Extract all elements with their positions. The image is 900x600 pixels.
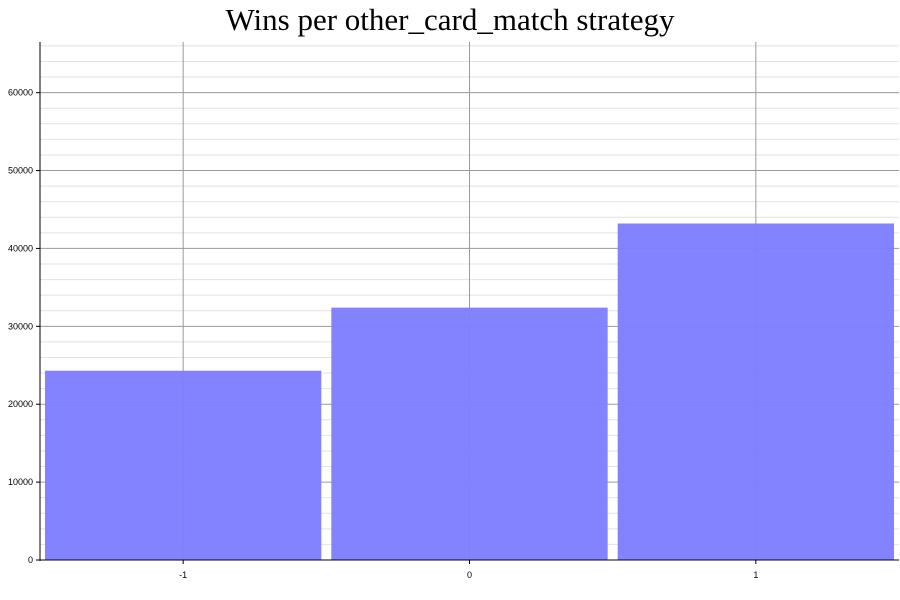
bar-1	[617, 223, 894, 560]
bar-0	[331, 307, 608, 560]
bars	[45, 223, 894, 560]
tick-labels: 0 10000 20000 30000 40000 50000 60000 -1 0 1	[8, 88, 758, 580]
y-tick-label: 20000	[8, 399, 33, 409]
y-tick-label: 50000	[8, 166, 33, 176]
y-tick-label: 0	[28, 555, 33, 565]
x-tick-label: -1	[179, 570, 187, 580]
chart-title: Wins per other_card_match strategy	[225, 2, 675, 37]
axes	[36, 42, 899, 564]
y-tick-label: 40000	[8, 243, 33, 253]
x-tick-label: 1	[753, 570, 758, 580]
y-tick-label: 30000	[8, 321, 33, 331]
bar--1	[45, 370, 322, 560]
y-tick-label: 60000	[8, 88, 33, 98]
y-tick-label: 10000	[8, 477, 33, 487]
x-tick-label: 0	[467, 570, 472, 580]
